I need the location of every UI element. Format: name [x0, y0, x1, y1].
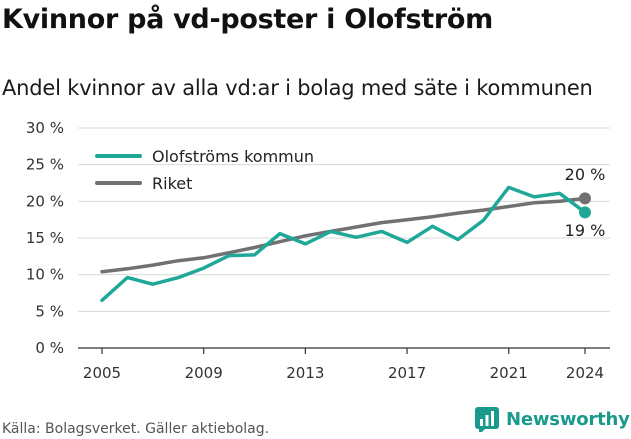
- x-tick-label: 2009: [185, 364, 223, 382]
- chart-title: Kvinnor på vd-poster i Olofström: [2, 4, 493, 35]
- x-axis: 2005 2009 2013 2017 2021 2024: [78, 347, 610, 382]
- source-note: Källa: Bolagsverket. Gäller aktiebolag.: [2, 421, 270, 437]
- x-tick-label: 2013: [286, 364, 324, 382]
- y-tick-label: 20 %: [26, 192, 64, 210]
- end-label-local: 19 %: [565, 221, 606, 240]
- y-tick-label: 15 %: [26, 229, 64, 247]
- legend-label-national: Riket: [152, 174, 192, 193]
- y-tick-label: 0 %: [35, 339, 64, 357]
- newsworthy-logo-icon: [475, 407, 499, 432]
- y-tick-label: 5 %: [35, 302, 64, 320]
- brand-logo: Newsworthy: [474, 406, 630, 432]
- y-axis-ticks: 0 % 5 % 10 % 15 % 20 % 25 % 30 %: [26, 119, 64, 357]
- x-tick-label: 2024: [566, 364, 604, 382]
- y-tick-label: 25 %: [26, 156, 64, 174]
- end-points: [579, 192, 591, 219]
- brand-name: Newsworthy: [506, 408, 630, 430]
- legend-label-local: Olofströms kommun: [152, 147, 314, 166]
- x-tick-label: 2017: [388, 364, 426, 382]
- end-point-national: [579, 192, 591, 205]
- y-tick-label: 10 %: [26, 266, 64, 284]
- chart-subtitle: Andel kvinnor av alla vd:ar i bolag med …: [2, 76, 593, 100]
- series-line-local: [100, 185, 587, 303]
- gridlines: [78, 127, 610, 312]
- series-lines: [100, 185, 587, 303]
- legend: Olofströms kommun Riket: [95, 147, 314, 193]
- end-point-local: [579, 206, 591, 219]
- x-tick-label: 2021: [490, 364, 528, 382]
- end-label-national: 20 %: [565, 165, 606, 184]
- y-tick-label: 30 %: [26, 119, 64, 137]
- x-tick-label: 2005: [83, 364, 121, 382]
- series-line-national: [100, 196, 587, 274]
